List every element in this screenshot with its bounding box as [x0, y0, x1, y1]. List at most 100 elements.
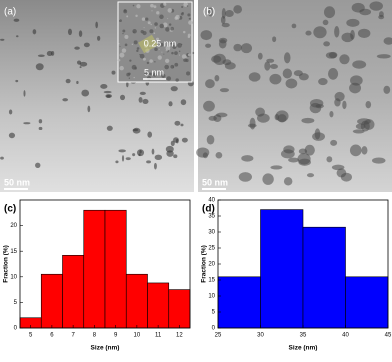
particle — [23, 122, 31, 125]
particle — [168, 101, 173, 107]
grain — [171, 51, 174, 55]
grain — [132, 4, 135, 7]
particle — [315, 104, 324, 109]
particle — [103, 90, 112, 94]
particle — [37, 54, 45, 57]
y-tick-label: 0 — [14, 326, 18, 332]
particle — [76, 80, 79, 85]
y-axis-label: Fraction (%) — [3, 245, 10, 283]
grain — [168, 23, 172, 26]
particle — [118, 149, 126, 153]
particle — [342, 100, 347, 110]
particle — [8, 109, 13, 115]
grain — [178, 50, 181, 53]
grain — [152, 73, 157, 77]
y-tick-label: 15 — [10, 249, 17, 255]
bar — [147, 282, 170, 329]
particle — [146, 160, 152, 164]
x-tick-label: 9 — [114, 333, 118, 339]
scale-bar-label: 50 nm — [202, 177, 228, 187]
grain — [159, 14, 164, 20]
particle — [291, 23, 297, 29]
grain — [163, 53, 165, 55]
particle — [334, 91, 345, 102]
particle — [142, 98, 149, 105]
particle — [313, 26, 327, 39]
particle — [211, 55, 222, 63]
particle — [8, 132, 16, 139]
grain — [148, 72, 152, 76]
particle — [314, 128, 321, 140]
grain — [177, 43, 182, 48]
particle — [136, 149, 145, 157]
grain — [186, 5, 189, 7]
particle — [306, 173, 315, 178]
grain — [149, 59, 153, 63]
grain — [178, 54, 181, 56]
particle — [208, 115, 217, 121]
grain — [175, 14, 180, 20]
grain — [154, 22, 158, 26]
particle — [323, 6, 336, 19]
particle — [298, 148, 308, 155]
grain — [140, 30, 144, 34]
grain — [174, 62, 179, 67]
particle — [266, 58, 275, 63]
particle — [357, 28, 371, 38]
particle — [65, 78, 71, 84]
particle — [297, 153, 311, 165]
y-tick-label: 35 — [208, 214, 215, 220]
y-tick-label: 0 — [212, 326, 216, 332]
particle — [203, 100, 215, 112]
particle — [249, 117, 256, 130]
particle — [79, 66, 82, 69]
grain — [180, 43, 183, 46]
particle — [371, 157, 386, 164]
particle — [87, 105, 91, 113]
inset-label: 5 nm — [144, 67, 164, 77]
particle — [220, 15, 226, 25]
y-tick-label: 20 — [10, 223, 17, 229]
grain — [128, 72, 131, 76]
grain — [159, 42, 164, 47]
particle — [349, 144, 362, 157]
particle — [248, 72, 261, 82]
grain — [128, 77, 131, 79]
grain — [119, 65, 124, 71]
particle — [97, 35, 101, 41]
particle — [46, 50, 53, 57]
grain — [167, 8, 173, 13]
particle — [219, 88, 229, 93]
particle — [196, 147, 210, 158]
particle — [274, 113, 280, 121]
particle — [62, 98, 69, 102]
particle — [170, 140, 175, 147]
grain — [145, 17, 149, 21]
y-tick-label: 5 — [14, 300, 18, 306]
grain — [172, 44, 177, 49]
y-tick-label: 15 — [208, 278, 215, 284]
x-axis-label: Size (nm) — [289, 345, 318, 352]
particle — [233, 5, 243, 14]
particle — [147, 131, 153, 138]
grain — [118, 43, 120, 45]
particle — [351, 2, 365, 13]
x-tick-label: 8 — [93, 333, 97, 339]
y-tick-label: 25 — [208, 246, 215, 252]
grain — [159, 23, 165, 29]
grain — [150, 3, 154, 8]
particle — [318, 78, 328, 86]
x-tick-label: 11 — [155, 333, 162, 339]
bar — [345, 276, 389, 329]
particle — [126, 81, 129, 88]
particle — [81, 89, 90, 97]
x-tick-label: 45 — [385, 333, 392, 339]
grain — [135, 14, 138, 18]
x-tick-label: 10 — [134, 333, 141, 339]
grain — [154, 27, 157, 29]
particle — [336, 168, 347, 178]
particle — [180, 99, 187, 106]
bar — [40, 273, 63, 329]
particle — [225, 10, 234, 18]
grain — [175, 78, 179, 82]
